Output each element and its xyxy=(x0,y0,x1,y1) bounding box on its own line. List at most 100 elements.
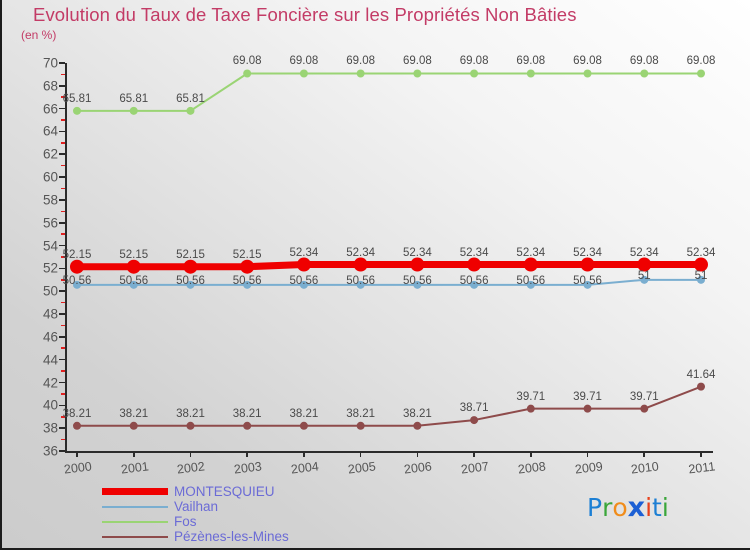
data-point xyxy=(353,257,368,272)
x-tick xyxy=(586,451,589,457)
y-tick-label: 60 xyxy=(42,169,58,185)
data-point xyxy=(640,275,649,284)
data-point-label: 38.21 xyxy=(62,407,92,420)
data-point-label: 52.34 xyxy=(289,246,319,259)
data-point-label: 65.81 xyxy=(62,92,92,105)
series-line-p-z-nes-les-mines xyxy=(76,385,702,427)
y-minor-tick xyxy=(61,370,65,372)
x-tick-label: 2002 xyxy=(176,459,206,477)
x-tick-label: 2004 xyxy=(290,459,320,477)
chart-title: Evolution du Taux de Taxe Foncière sur l… xyxy=(33,4,577,25)
data-point xyxy=(73,421,81,430)
logo-char: x xyxy=(627,492,646,523)
data-point-label: 50.56 xyxy=(516,274,546,287)
data-point xyxy=(129,106,138,115)
data-point xyxy=(243,69,252,78)
legend-label: Vailhan xyxy=(174,499,219,514)
data-point xyxy=(129,280,138,289)
data-point xyxy=(299,421,308,430)
data-point-label: 38.21 xyxy=(176,407,205,420)
y-tick-label: 58 xyxy=(42,192,58,208)
x-tick xyxy=(303,451,305,457)
legend-swatch-icon xyxy=(102,520,168,523)
y-tick xyxy=(59,244,65,247)
y-tick-label: 44 xyxy=(42,352,58,368)
y-tick xyxy=(59,176,65,178)
data-point-label: 69.08 xyxy=(402,55,432,68)
data-point-label: 41.64 xyxy=(686,368,716,381)
y-minor-tick xyxy=(61,233,65,235)
data-point-label: 50.56 xyxy=(346,274,376,287)
y-minor-tick xyxy=(61,256,65,258)
y-tick xyxy=(59,290,65,293)
proxiti-logo: Proxiti xyxy=(587,492,669,523)
data-point-label: 39.71 xyxy=(629,390,659,403)
y-minor-tick xyxy=(61,187,65,190)
data-point xyxy=(523,257,538,272)
legend-item-montesquieu[interactable]: MONTESQUIEU xyxy=(102,484,289,499)
y-tick xyxy=(59,107,65,110)
data-point-label: 65.81 xyxy=(176,92,205,105)
data-point-label: 69.08 xyxy=(459,55,489,68)
legend-swatch-icon xyxy=(102,535,168,538)
data-point xyxy=(640,69,649,78)
data-point-label: 38.21 xyxy=(289,407,319,420)
data-point-label: 52.15 xyxy=(232,248,262,261)
data-point xyxy=(640,404,649,413)
logo-char: P xyxy=(587,493,603,522)
data-point xyxy=(73,280,81,289)
series-line-vailhan xyxy=(76,278,702,286)
data-point xyxy=(356,280,365,289)
plot-area: 36 38 40 42 44 46 48 50 52 54 56 58 60 62 64 66 68 70 200… xyxy=(43,55,716,476)
data-point xyxy=(526,404,535,413)
y-tick-label: 38 xyxy=(42,420,58,436)
data-point-label: 52.15 xyxy=(176,248,205,261)
data-point xyxy=(413,421,422,430)
y-tick xyxy=(59,221,65,224)
y-tick xyxy=(59,313,65,315)
data-point-label: 52.34 xyxy=(346,246,376,259)
y-tick xyxy=(59,267,65,270)
data-point-label: 69.08 xyxy=(289,55,319,68)
legend-label: MONTESQUIEU xyxy=(174,484,275,499)
y-tick-label: 70 xyxy=(42,55,58,71)
data-point xyxy=(356,69,365,78)
x-tick xyxy=(473,451,475,457)
data-point xyxy=(526,69,535,78)
data-point xyxy=(410,257,425,272)
data-point-label: 38.21 xyxy=(346,407,376,420)
x-axis xyxy=(65,451,713,453)
y-tick xyxy=(59,153,65,156)
data-point-label: 38.71 xyxy=(459,402,489,415)
data-point xyxy=(526,280,535,289)
data-point-label: 69.08 xyxy=(346,55,376,68)
legend-swatch-icon xyxy=(102,505,168,508)
legend-item-vailhan[interactable]: Vailhan xyxy=(102,499,289,514)
data-point-label: 52.34 xyxy=(686,246,716,259)
data-point-label: 52.34 xyxy=(402,246,432,259)
y-tick-label: 50 xyxy=(42,283,58,299)
legend-item-p-z-nes-les-mines[interactable]: Pézènes-les-Mines xyxy=(102,529,289,544)
y-minor-tick xyxy=(61,393,65,395)
data-point-label: 52.15 xyxy=(119,248,149,261)
y-tick-label: 64 xyxy=(42,123,58,139)
y-minor-tick xyxy=(61,438,65,441)
data-point xyxy=(186,280,195,289)
data-point xyxy=(467,257,482,272)
data-point xyxy=(183,259,198,274)
data-point xyxy=(697,382,705,391)
data-point xyxy=(240,259,255,274)
y-minor-tick xyxy=(61,142,65,144)
data-point-label: 50.56 xyxy=(402,274,432,287)
data-point xyxy=(243,280,252,289)
y-tick xyxy=(59,336,65,338)
data-point-label: 38.21 xyxy=(402,407,432,420)
x-tick-label: 2000 xyxy=(63,459,93,477)
series-line-montesquieu xyxy=(73,261,705,271)
y-minor-tick xyxy=(61,347,65,350)
y-tick xyxy=(59,199,65,201)
x-tick-label: 2009 xyxy=(573,459,604,477)
data-point xyxy=(470,280,479,289)
legend-item-fos[interactable]: Fos xyxy=(102,514,289,529)
